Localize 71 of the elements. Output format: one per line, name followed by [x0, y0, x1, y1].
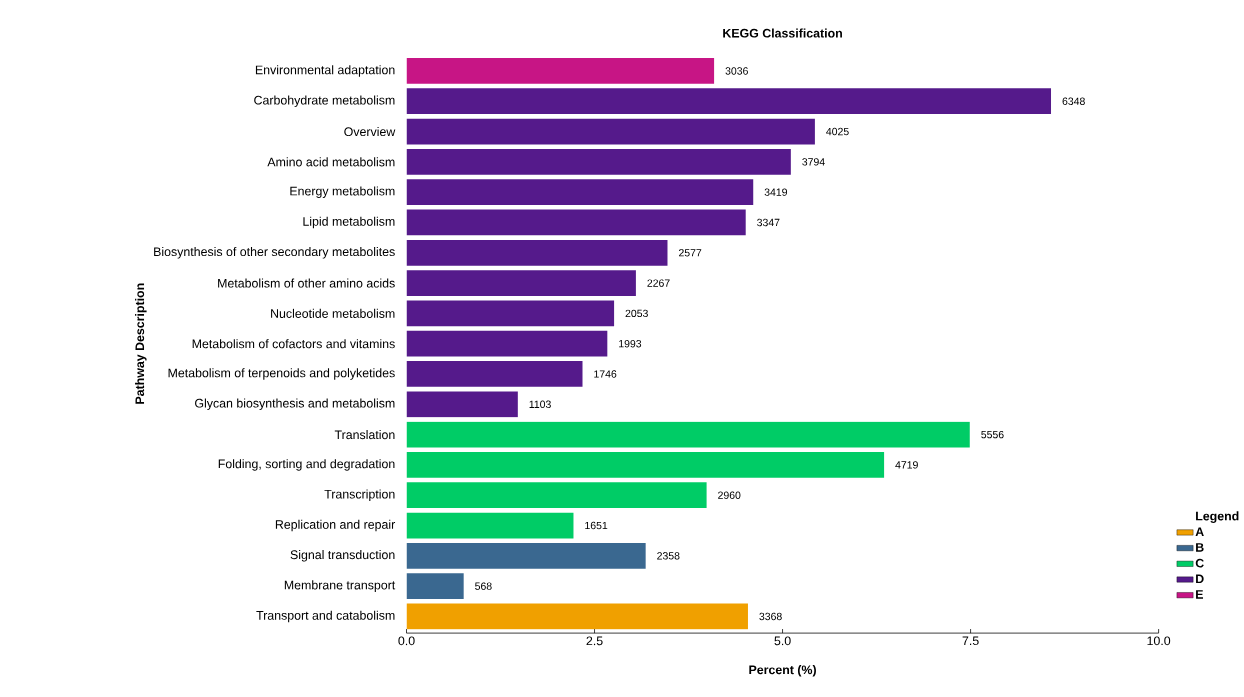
bar: [406, 300, 615, 327]
y-tick-label: Membrane transport: [284, 580, 396, 592]
chart-title: KEGG Classification: [723, 28, 842, 38]
x-tick-label: 0.0: [398, 636, 415, 646]
legend-label: C: [1195, 558, 1204, 568]
y-tick-label: Lipid metabolism: [303, 216, 395, 229]
y-tick-label: Nucleotide metabolism: [271, 308, 395, 318]
annotation: 2053: [625, 309, 648, 318]
bar: [406, 452, 885, 478]
x-axis-title: Percent (%): [749, 665, 816, 677]
annotation: 3347: [757, 218, 780, 227]
bar: [406, 482, 707, 509]
legend-label: E: [1196, 590, 1204, 599]
y-tick-label: Replication and repair: [275, 519, 396, 532]
x-tick-label: 10.0: [1147, 636, 1171, 646]
legend-title: Legend: [1196, 511, 1239, 524]
bar: [406, 330, 608, 357]
annotation: 2358: [657, 552, 680, 560]
legend-label: D: [1196, 574, 1204, 584]
bar: [406, 239, 668, 266]
bar: [406, 118, 815, 145]
annotation: 3368: [759, 612, 782, 621]
y-tick-label: Biosynthesis of other secondary metabolites: [154, 247, 395, 259]
y-tick-label: Metabolism of other amino acids: [218, 278, 395, 288]
bar: [406, 88, 1052, 115]
bar: [406, 361, 583, 387]
y-tick-label: Transport and catabolism: [256, 610, 395, 623]
bar: [406, 543, 646, 569]
bar: [406, 149, 791, 175]
bar: [406, 603, 748, 630]
y-tick-label: Environmental adaptation: [255, 65, 395, 77]
y-tick-label: Metabolism of terpenoids and polyketides: [168, 368, 395, 380]
annotation: 568: [475, 582, 492, 590]
y-tick-label: Folding, sorting and degradation: [218, 459, 395, 471]
legend-label: A: [1195, 527, 1204, 537]
x-tick-label: 2.5: [586, 636, 603, 646]
x-tick-label: 7.5: [962, 636, 979, 646]
bar: [406, 179, 754, 206]
y-tick-label: Amino acid metabolism: [267, 157, 395, 167]
annotation: 1651: [585, 521, 608, 530]
annotation: 2960: [718, 491, 741, 499]
y-tick-label: Glycan biosynthesis and metabolism: [195, 398, 395, 411]
bar: [406, 573, 464, 600]
y-tick-label: Signal transduction: [290, 550, 395, 562]
bar: [406, 270, 636, 297]
bar: [406, 421, 970, 448]
y-tick-label: Translation: [334, 430, 395, 440]
annotation: 3794: [802, 158, 825, 166]
y-tick-label: Metabolism of cofactors and vitamins: [192, 339, 395, 349]
annotation: 5556: [981, 430, 1004, 439]
bar: [406, 58, 715, 84]
bar: [406, 391, 518, 418]
annotation: 1746: [594, 370, 617, 378]
annotation: 1103: [529, 400, 551, 409]
bar: [406, 512, 574, 539]
annotation: 4719: [895, 461, 918, 469]
y-tick-label: Carbohydrate metabolism: [254, 95, 395, 108]
y-tick-label: Transcription: [324, 489, 395, 502]
legend-label: B: [1196, 543, 1204, 552]
annotation: 6348: [1062, 97, 1085, 106]
annotation: 1993: [619, 340, 642, 348]
annotation: 2267: [647, 279, 670, 287]
annotation: 3419: [764, 188, 788, 196]
y-tick-label: Energy metabolism: [290, 186, 395, 198]
y-axis-title: Pathway Description: [135, 283, 147, 404]
annotation: 2577: [678, 249, 702, 257]
annotation: 3036: [725, 67, 748, 75]
annotation: 4025: [826, 127, 849, 136]
y-tick-label: Overview: [344, 127, 396, 137]
x-tick-label: 5.0: [774, 636, 791, 646]
bar: [406, 209, 746, 236]
